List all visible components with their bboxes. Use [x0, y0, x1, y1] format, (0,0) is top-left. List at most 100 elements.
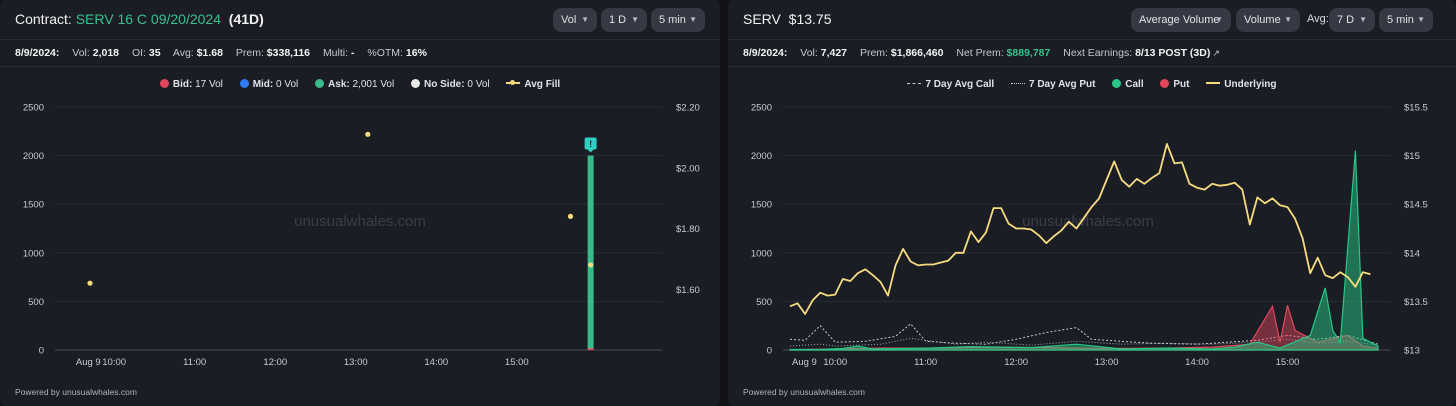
x-tick-label: 15:00: [505, 357, 529, 368]
legend-call[interactable]: Call: [1112, 79, 1144, 90]
y2-tick-label: $15.5: [1404, 103, 1428, 114]
avg-fill-point: [588, 262, 594, 268]
7day-avg-call-line: [789, 323, 1379, 345]
legend-mid[interactable]: Mid: 0 Vol: [239, 79, 298, 90]
metric-select[interactable]: Volume ▼: [1236, 8, 1300, 32]
ticker-title: SERV $13.75: [743, 11, 831, 27]
option-volume-chart: unusualwhales.com 0 500 1000 1500 2000 2500 $1…: [23, 103, 700, 369]
avg-label: Avg:: [1307, 13, 1329, 25]
y2-tick-label: $14: [1404, 248, 1420, 259]
y-tick-label: 500: [28, 297, 44, 308]
divider: [728, 66, 1456, 67]
call-volume-area: [789, 150, 1379, 351]
x-tick-label: 14:00: [1185, 357, 1209, 368]
dotted-line-icon: [1010, 83, 1025, 84]
dashed-line-icon: [907, 83, 922, 84]
x-tick-label: 13:00: [344, 357, 368, 368]
y2-tick-label: $13.5: [1404, 297, 1428, 308]
external-link-icon[interactable]: ↗: [1212, 48, 1220, 58]
contract-title: Contract: SERV 16 C 09/20/2024 (41D): [15, 11, 264, 27]
chart-legend: Bid: 17 Vol Mid: 0 Vol Ask: 2,001 Vol No…: [0, 79, 720, 90]
dte-label: (41D): [228, 11, 264, 27]
x-tick-label: 11:00: [914, 357, 937, 368]
legend-put[interactable]: Put: [1160, 79, 1190, 90]
powered-by[interactable]: Powered by unusualwhales.com: [15, 387, 137, 397]
x-tick-label: 11:00: [183, 357, 206, 368]
alert-flag-icon: [584, 137, 597, 150]
avg-fill-point: [87, 280, 93, 286]
legend-no-side[interactable]: No Side: 0 Vol: [411, 79, 490, 90]
x-tick-label: 13:00: [1095, 357, 1119, 368]
put-swatch-icon: [1160, 79, 1170, 88]
interval-select[interactable]: 5 min ▼: [651, 8, 705, 32]
avg-fill-point: [567, 213, 574, 219]
legend-underlying[interactable]: Underlying: [1206, 79, 1277, 90]
interval-select[interactable]: 5 min ▼: [1379, 8, 1433, 32]
ticker-price: $13.75: [788, 11, 832, 27]
range-select[interactable]: 1 D ▼: [601, 8, 647, 32]
y-tick-label: 0: [767, 346, 772, 357]
x-tick-label: Aug 9: [76, 357, 101, 368]
contract-name[interactable]: SERV 16 C 09/20/2024: [75, 11, 221, 27]
x-tick-label: 10:00: [823, 357, 847, 368]
y-tick-label: 1500: [751, 200, 772, 211]
legend-bid[interactable]: Bid: 17 Vol: [159, 79, 223, 90]
x-tick-label: 10:00: [102, 357, 126, 368]
ask-volume-bar: [587, 155, 594, 350]
watermark: unusualwhales.com: [294, 213, 426, 230]
y2-tick-label: $1.60: [676, 285, 700, 296]
chart-legend: 7 Day Avg Call 7 Day Avg Put Call Put Un…: [728, 79, 1456, 90]
chevron-down-icon: ▼: [1284, 15, 1292, 24]
earnings-link[interactable]: 8/13 POST (3D): [1135, 47, 1211, 59]
alert-flag-label: !: [589, 139, 592, 149]
y-tick-label: 1500: [23, 200, 44, 211]
chevron-down-icon: ▼: [1215, 15, 1223, 24]
ticker-stats: 8/9/2024: Vol: 7,427 Prem: $1,866,460 Ne…: [743, 47, 1220, 59]
y-tick-label: 500: [756, 297, 772, 308]
avg-period-select[interactable]: 7 D ▼: [1329, 8, 1375, 32]
divider: [0, 39, 720, 40]
x-tick-label: Aug 9: [792, 357, 817, 368]
alert-flag-pointer: [587, 149, 594, 153]
avg-fill-swatch-icon: [506, 80, 521, 85]
y2-tick-label: $2.20: [676, 103, 700, 114]
chevron-down-icon: ▼: [1417, 15, 1425, 24]
y-tick-label: 2500: [751, 103, 772, 114]
x-tick-label: 12:00: [263, 357, 287, 368]
chevron-down-icon: ▼: [1359, 15, 1367, 24]
legend-7day-avg-put[interactable]: 7 Day Avg Put: [1010, 79, 1095, 90]
options-flow-panel: Contract: SERV 16 C 09/20/2024 (41D) Vol…: [0, 0, 720, 406]
bid-volume-bar: [587, 348, 594, 350]
underlying-line-icon: [1206, 82, 1221, 84]
7day-avg-put-line: [789, 337, 1379, 347]
legend-avg-fill[interactable]: Avg Fill: [506, 79, 560, 90]
divider: [0, 66, 720, 67]
ticker-volume-chart: unusualwhales.com 0 500 1000 1500 2000 2500 $1…: [751, 103, 1428, 369]
y2-tick-label: $15: [1404, 151, 1420, 162]
watermark: unusualwhales.com: [1022, 213, 1154, 230]
x-tick-label: 14:00: [424, 357, 448, 368]
no-side-swatch-icon: [411, 79, 421, 88]
average-volume-select[interactable]: Average Volume ▼: [1131, 8, 1231, 32]
metric-select[interactable]: Vol ▼: [553, 8, 597, 32]
call-swatch-icon: [1112, 79, 1122, 88]
ticker-symbol[interactable]: SERV: [743, 11, 781, 27]
ask-swatch-icon: [315, 79, 325, 88]
y-tick-label: 2000: [751, 151, 772, 162]
chevron-down-icon: ▼: [581, 15, 589, 24]
legend-7day-avg-call[interactable]: 7 Day Avg Call: [907, 79, 994, 90]
x-tick-label: 15:00: [1276, 357, 1300, 368]
y2-tick-label: $2.00: [676, 163, 700, 174]
y2-tick-label: $1.80: [676, 224, 700, 235]
put-volume-area: [789, 304, 1379, 351]
mid-swatch-icon: [239, 79, 249, 88]
legend-ask[interactable]: Ask: 2,001 Vol: [315, 79, 394, 90]
y-tick-label: 2500: [23, 103, 44, 114]
y-tick-label: 1000: [751, 248, 772, 259]
underlying-price-line: [789, 143, 1371, 315]
y-tick-label: 2000: [23, 151, 44, 162]
powered-by[interactable]: Powered by unusualwhales.com: [743, 387, 865, 397]
x-tick-label: 12:00: [1004, 357, 1028, 368]
contract-stats: 8/9/2024: Vol: 2,018 OI: 35 Avg: $1.68 P…: [15, 47, 427, 59]
chevron-down-icon: ▼: [631, 15, 639, 24]
